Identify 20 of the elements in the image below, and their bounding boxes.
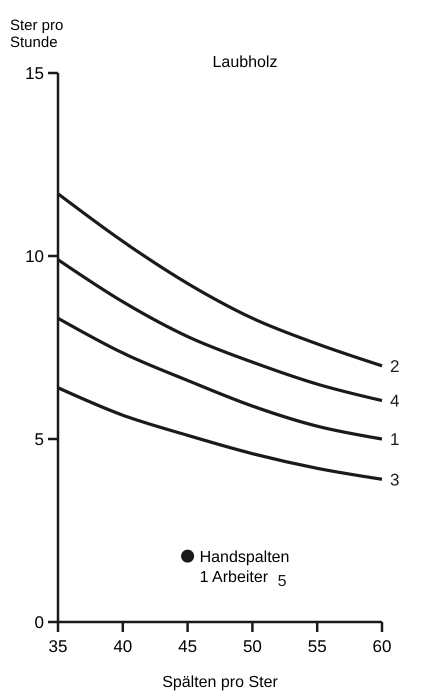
y-axis-title: Ster pro Stunde	[10, 17, 64, 51]
annotation: 1 Arbeiter	[200, 569, 269, 586]
y-tick-label: 10	[25, 247, 44, 266]
x-tick-label: 45	[178, 637, 198, 656]
series-label: 4	[390, 392, 400, 411]
series-label: 1	[390, 430, 400, 449]
y-tick-label: 15	[25, 64, 44, 83]
chart-title: Laubholz	[212, 54, 278, 71]
x-tick-label: 50	[242, 637, 262, 656]
text: 5	[278, 573, 287, 590]
x-tick-label: 35	[48, 637, 68, 656]
x-tick-label: 60	[372, 637, 392, 656]
annotation: Handspalten	[200, 549, 290, 566]
x-tick-label: 40	[113, 637, 132, 656]
x-axis-title: Spälten pro Ster	[162, 674, 278, 691]
y-tick-label: 5	[34, 430, 44, 449]
y-tick-label: 0	[34, 613, 44, 632]
x-tick-label: 55	[308, 637, 327, 656]
series-label: 3	[390, 470, 400, 490]
series-label: 2	[390, 356, 400, 376]
